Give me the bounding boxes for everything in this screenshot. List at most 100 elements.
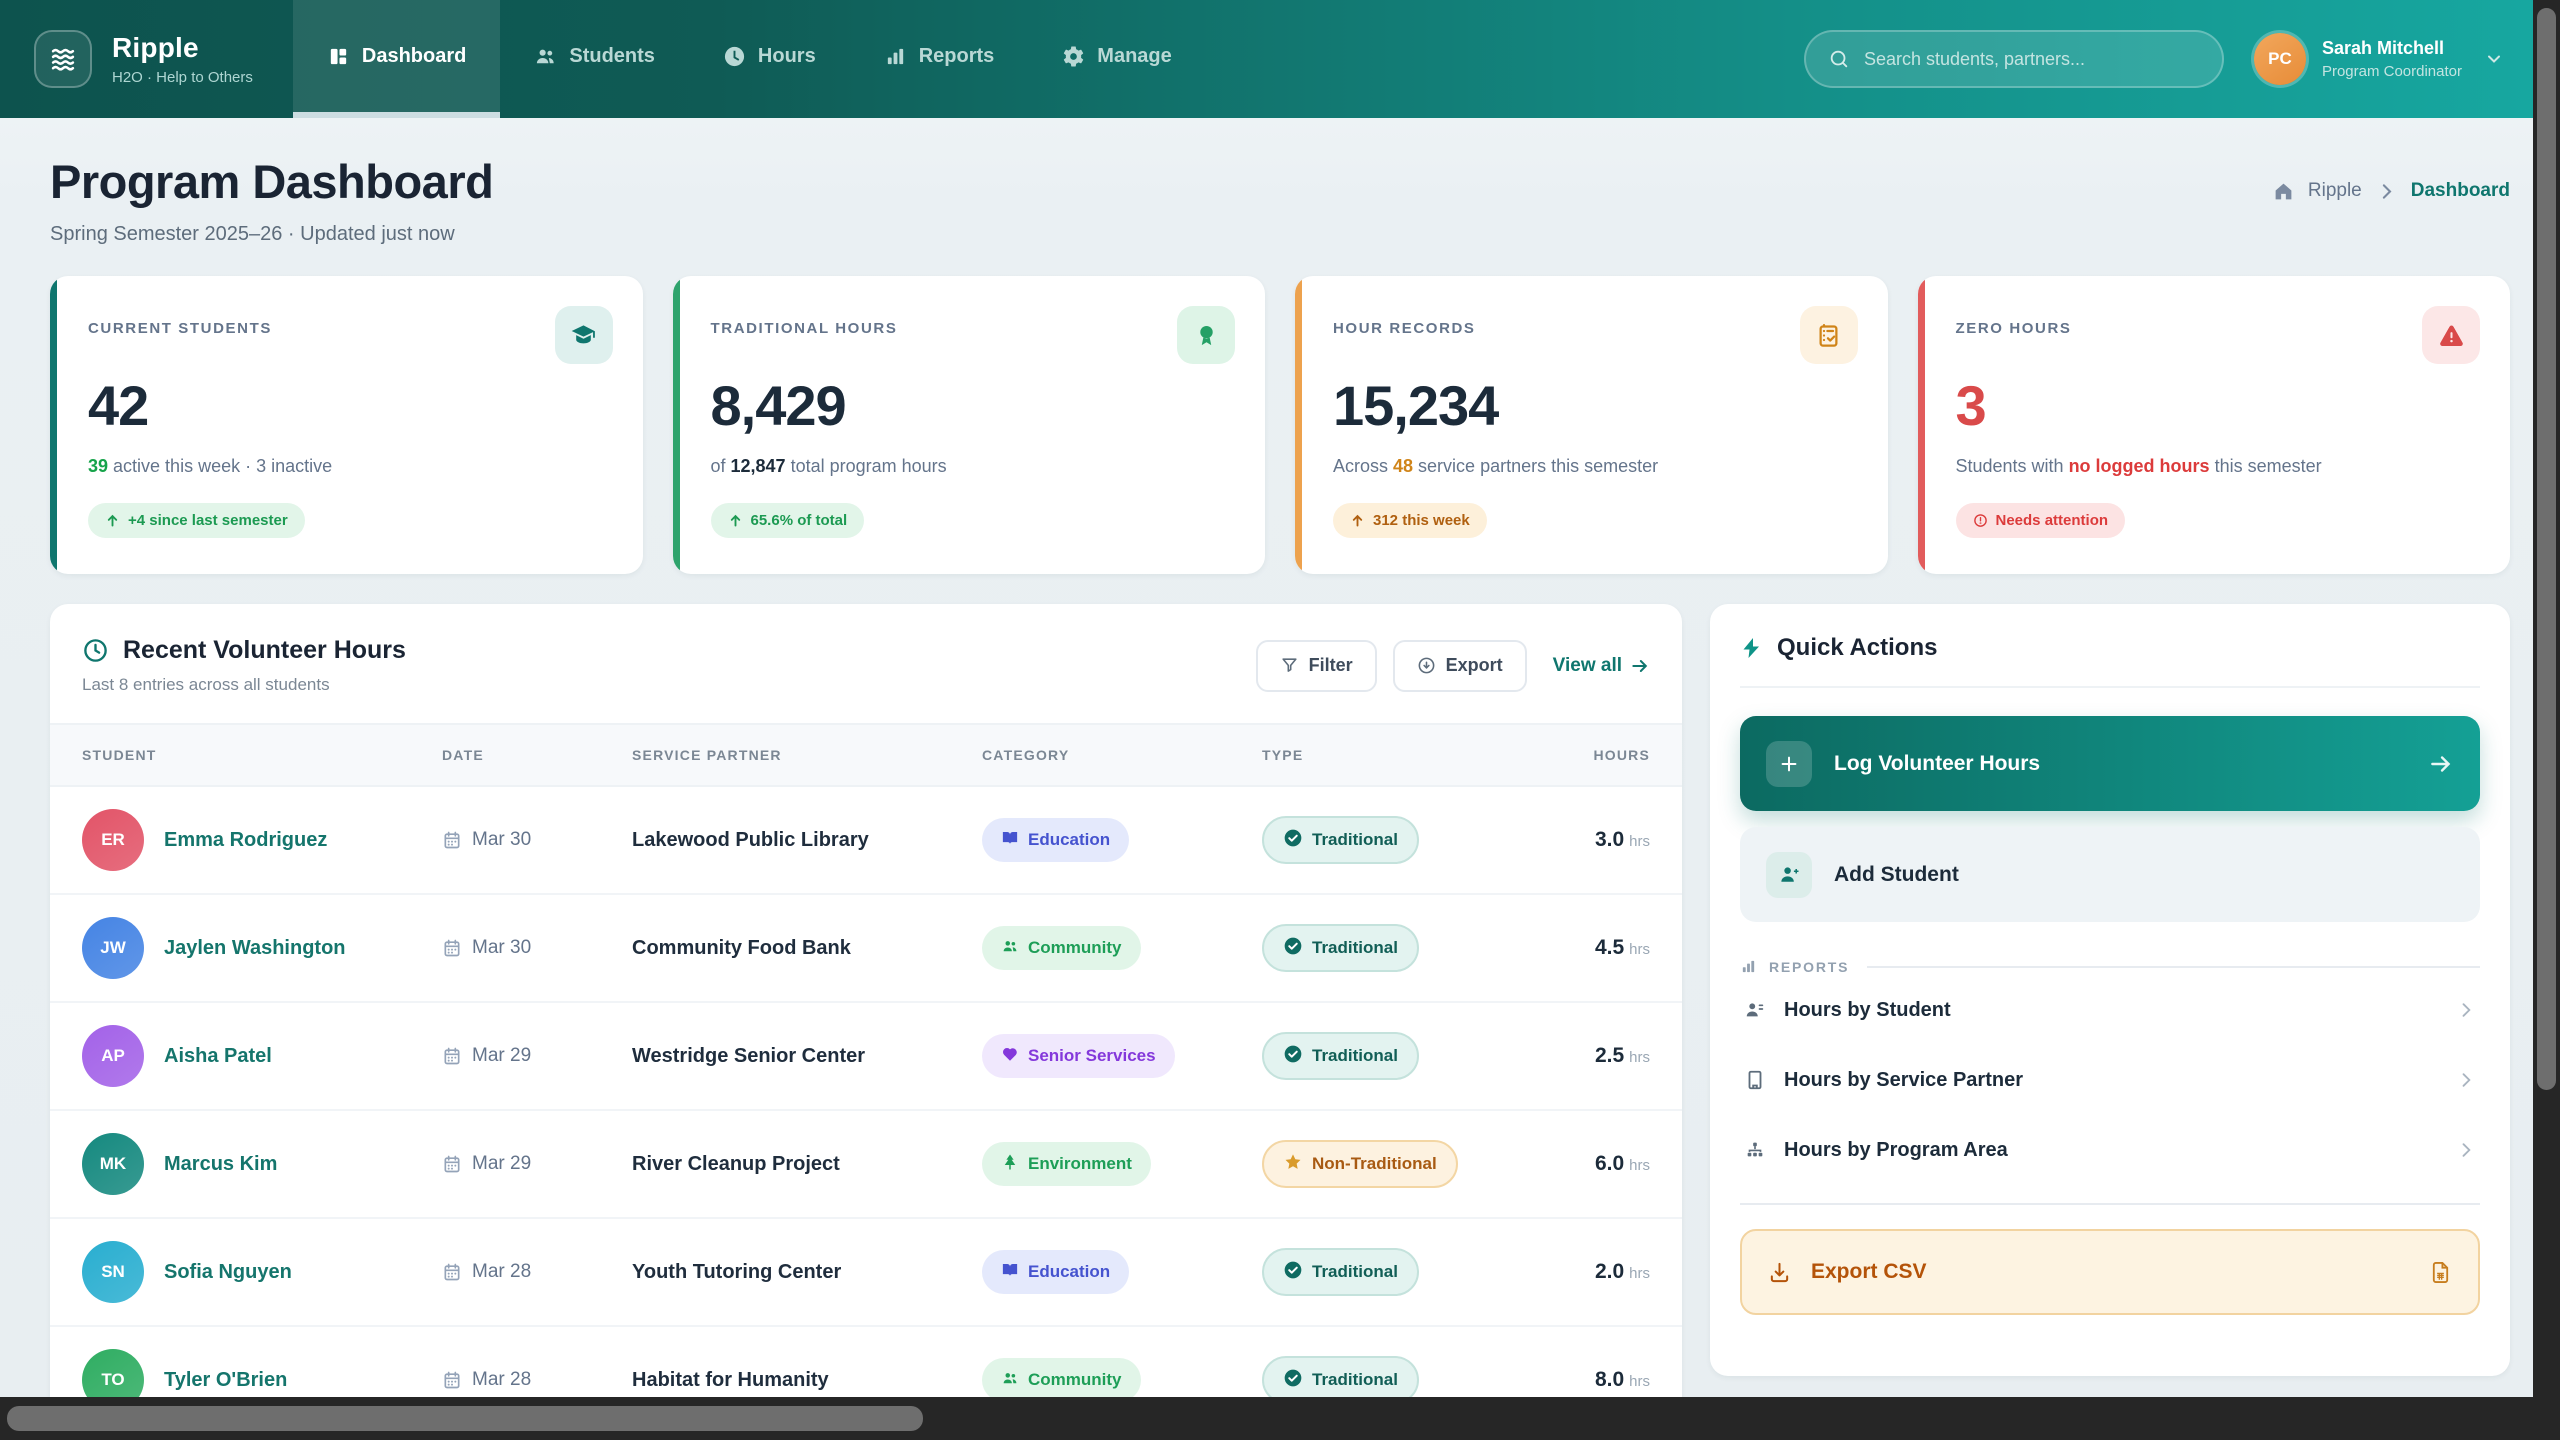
- add-student-button[interactable]: Add Student: [1740, 827, 2480, 922]
- type-badge: Traditional: [1262, 1032, 1419, 1080]
- nav-tab-reports[interactable]: Reports: [850, 0, 1029, 118]
- service-partner: Habitat for Humanity: [632, 1368, 829, 1391]
- clipboard-check-icon: [1799, 306, 1858, 364]
- service-partner: Youth Tutoring Center: [632, 1260, 842, 1283]
- search-input[interactable]: [1863, 48, 2200, 70]
- student-name-link[interactable]: Aisha Patel: [164, 1044, 272, 1067]
- table-body: ER Emma Rodriguez Mar 30 Lakewood Public…: [50, 787, 1682, 1435]
- quick-actions-panel: Quick Actions Log Volunteer Hours Add St…: [1710, 604, 2510, 1376]
- calendar-icon: [444, 939, 460, 957]
- student-name-link[interactable]: Marcus Kim: [164, 1152, 278, 1175]
- view-all-link[interactable]: View all: [1553, 655, 1650, 677]
- users-icon: [1003, 940, 1017, 951]
- report-hours-by-program-area[interactable]: Hours by Program Area: [1740, 1115, 2480, 1185]
- calendar-icon: [444, 831, 460, 849]
- filter-button[interactable]: Filter: [1255, 639, 1377, 692]
- student-name-link[interactable]: Tyler O'Brien: [164, 1368, 288, 1391]
- award-icon: [1177, 306, 1235, 364]
- alert-triangle-icon: [2422, 306, 2480, 364]
- table-row[interactable]: AP Aisha Patel Mar 29 Westridge Senior C…: [50, 1003, 1682, 1111]
- hours-value: 2.0 hrs: [1594, 1260, 1650, 1283]
- category-icon: [1001, 1261, 1019, 1284]
- user-name: Sarah Mitchell: [2321, 38, 2444, 58]
- section-subtitle: Last 8 entries across all students: [82, 675, 330, 694]
- type-icon: [1283, 828, 1303, 853]
- nav-tab-dashboard[interactable]: Dashboard: [292, 0, 501, 118]
- student-name-link[interactable]: Sofia Nguyen: [164, 1260, 292, 1283]
- avatar: SN: [82, 1241, 144, 1303]
- student-name-link[interactable]: Jaylen Washington: [164, 936, 346, 959]
- brand-tagline: H2O · Help to Others: [112, 69, 253, 86]
- user-role: Program Coordinator: [2321, 63, 2462, 80]
- bar-chart-icon: [887, 48, 903, 64]
- hours-value: 3.0 hrs: [1594, 828, 1650, 851]
- type-icon: [1283, 1044, 1303, 1069]
- vertical-scrollbar-thumb[interactable]: [2537, 8, 2556, 1090]
- arrow-right-icon: [2431, 755, 2451, 772]
- recent-hours-panel: Recent Volunteer Hours Last 8 entries ac…: [50, 604, 1682, 1440]
- dashboard-icon: [330, 48, 347, 64]
- stat-card-current-students: CURRENT STUDENTS 42 39 active this week …: [50, 276, 643, 574]
- type-icon: [1283, 1152, 1303, 1177]
- table-row[interactable]: SN Sofia Nguyen Mar 28 Youth Tutoring Ce…: [50, 1219, 1682, 1327]
- category-badge: Education: [982, 818, 1130, 862]
- stat-card-hour-records: HOUR RECORDS 15,234 Across 48 service pa…: [1295, 276, 1888, 574]
- report-hours-by-student[interactable]: Hours by Student: [1740, 975, 2480, 1045]
- brand: Ripple H2O · Help to Others: [0, 0, 293, 118]
- alert-circle-icon: [1973, 514, 1987, 527]
- stat-alert-badge: Needs attention: [1955, 503, 2126, 538]
- export-csv-button[interactable]: Export CSV: [1740, 1229, 2480, 1315]
- category-icon: [1001, 1153, 1019, 1176]
- ripple-logo-icon: [34, 30, 92, 88]
- chevron-right-icon: [2462, 1143, 2471, 1157]
- student-name-link[interactable]: Emma Rodriguez: [164, 828, 328, 851]
- horizontal-scrollbar-thumb[interactable]: [7, 1406, 923, 1431]
- check-circle-icon: [1284, 1261, 1302, 1278]
- hierarchy-icon: [1747, 1142, 1763, 1157]
- quick-actions-title: Quick Actions: [1777, 634, 1938, 661]
- entry-date: Mar 29: [472, 1045, 532, 1066]
- check-circle-icon: [1284, 1369, 1302, 1386]
- service-partner: Lakewood Public Library: [632, 828, 869, 851]
- user-menu[interactable]: PC Sarah Mitchell Program Coordinator: [2253, 33, 2504, 85]
- type-icon: [1283, 1368, 1303, 1393]
- report-hours-by-service-partner[interactable]: Hours by Service Partner: [1740, 1045, 2480, 1115]
- type-badge: Traditional: [1262, 924, 1419, 972]
- file-spreadsheet-icon: [2432, 1261, 2449, 1283]
- nav-tab-manage[interactable]: Manage: [1028, 0, 1205, 118]
- stat-cards: CURRENT STUDENTS 42 39 active this week …: [50, 276, 2510, 574]
- category-icon: [1001, 829, 1019, 852]
- book-icon: [1002, 1263, 1018, 1276]
- download-circle-icon: [1418, 657, 1435, 674]
- stat-card-traditional-hours: TRADITIONAL HOURS 8,429 of 12,847 total …: [672, 276, 1265, 574]
- log-volunteer-hours-button[interactable]: Log Volunteer Hours: [1740, 716, 2480, 811]
- avatar: PC: [2253, 33, 2306, 85]
- type-badge: Traditional: [1262, 1356, 1419, 1404]
- calendar-icon: [444, 1371, 460, 1389]
- horizontal-scrollbar[interactable]: [0, 1397, 2533, 1440]
- category-badge: Senior Services: [982, 1034, 1175, 1078]
- service-partner: River Cleanup Project: [632, 1152, 840, 1175]
- category-badge: Community: [982, 926, 1141, 970]
- table-row[interactable]: ER Emma Rodriguez Mar 30 Lakewood Public…: [50, 787, 1682, 895]
- stat-card-zero-hours: ZERO HOURS 3 Students with no logged hou…: [1917, 276, 2510, 574]
- entry-date: Mar 30: [472, 937, 532, 958]
- breadcrumb-root[interactable]: Ripple: [2307, 180, 2362, 201]
- service-partner: Community Food Bank: [632, 936, 851, 959]
- table-row[interactable]: MK Marcus Kim Mar 29 River Cleanup Proje…: [50, 1111, 1682, 1219]
- chevron-right-icon: [2462, 1003, 2471, 1017]
- chevron-right-icon: [2462, 1073, 2471, 1087]
- type-icon: [1283, 1260, 1303, 1285]
- hours-value: 8.0 hrs: [1594, 1368, 1650, 1391]
- table-row[interactable]: JW Jaylen Washington Mar 30 Community Fo…: [50, 895, 1682, 1003]
- vertical-scrollbar[interactable]: [2533, 0, 2560, 1440]
- nav-tab-students[interactable]: Students: [500, 0, 689, 118]
- clock-icon: [724, 46, 745, 66]
- gear-icon: [1064, 45, 1084, 67]
- export-button[interactable]: Export: [1392, 639, 1527, 692]
- nav-tab-hours[interactable]: Hours: [689, 0, 850, 118]
- page-subtitle: Spring Semester 2025–26 · Updated just n…: [50, 223, 455, 245]
- up-arrow-icon: [107, 514, 118, 527]
- table-header-row: STUDENT DATE SERVICE PARTNER CATEGORY TY…: [50, 723, 1682, 787]
